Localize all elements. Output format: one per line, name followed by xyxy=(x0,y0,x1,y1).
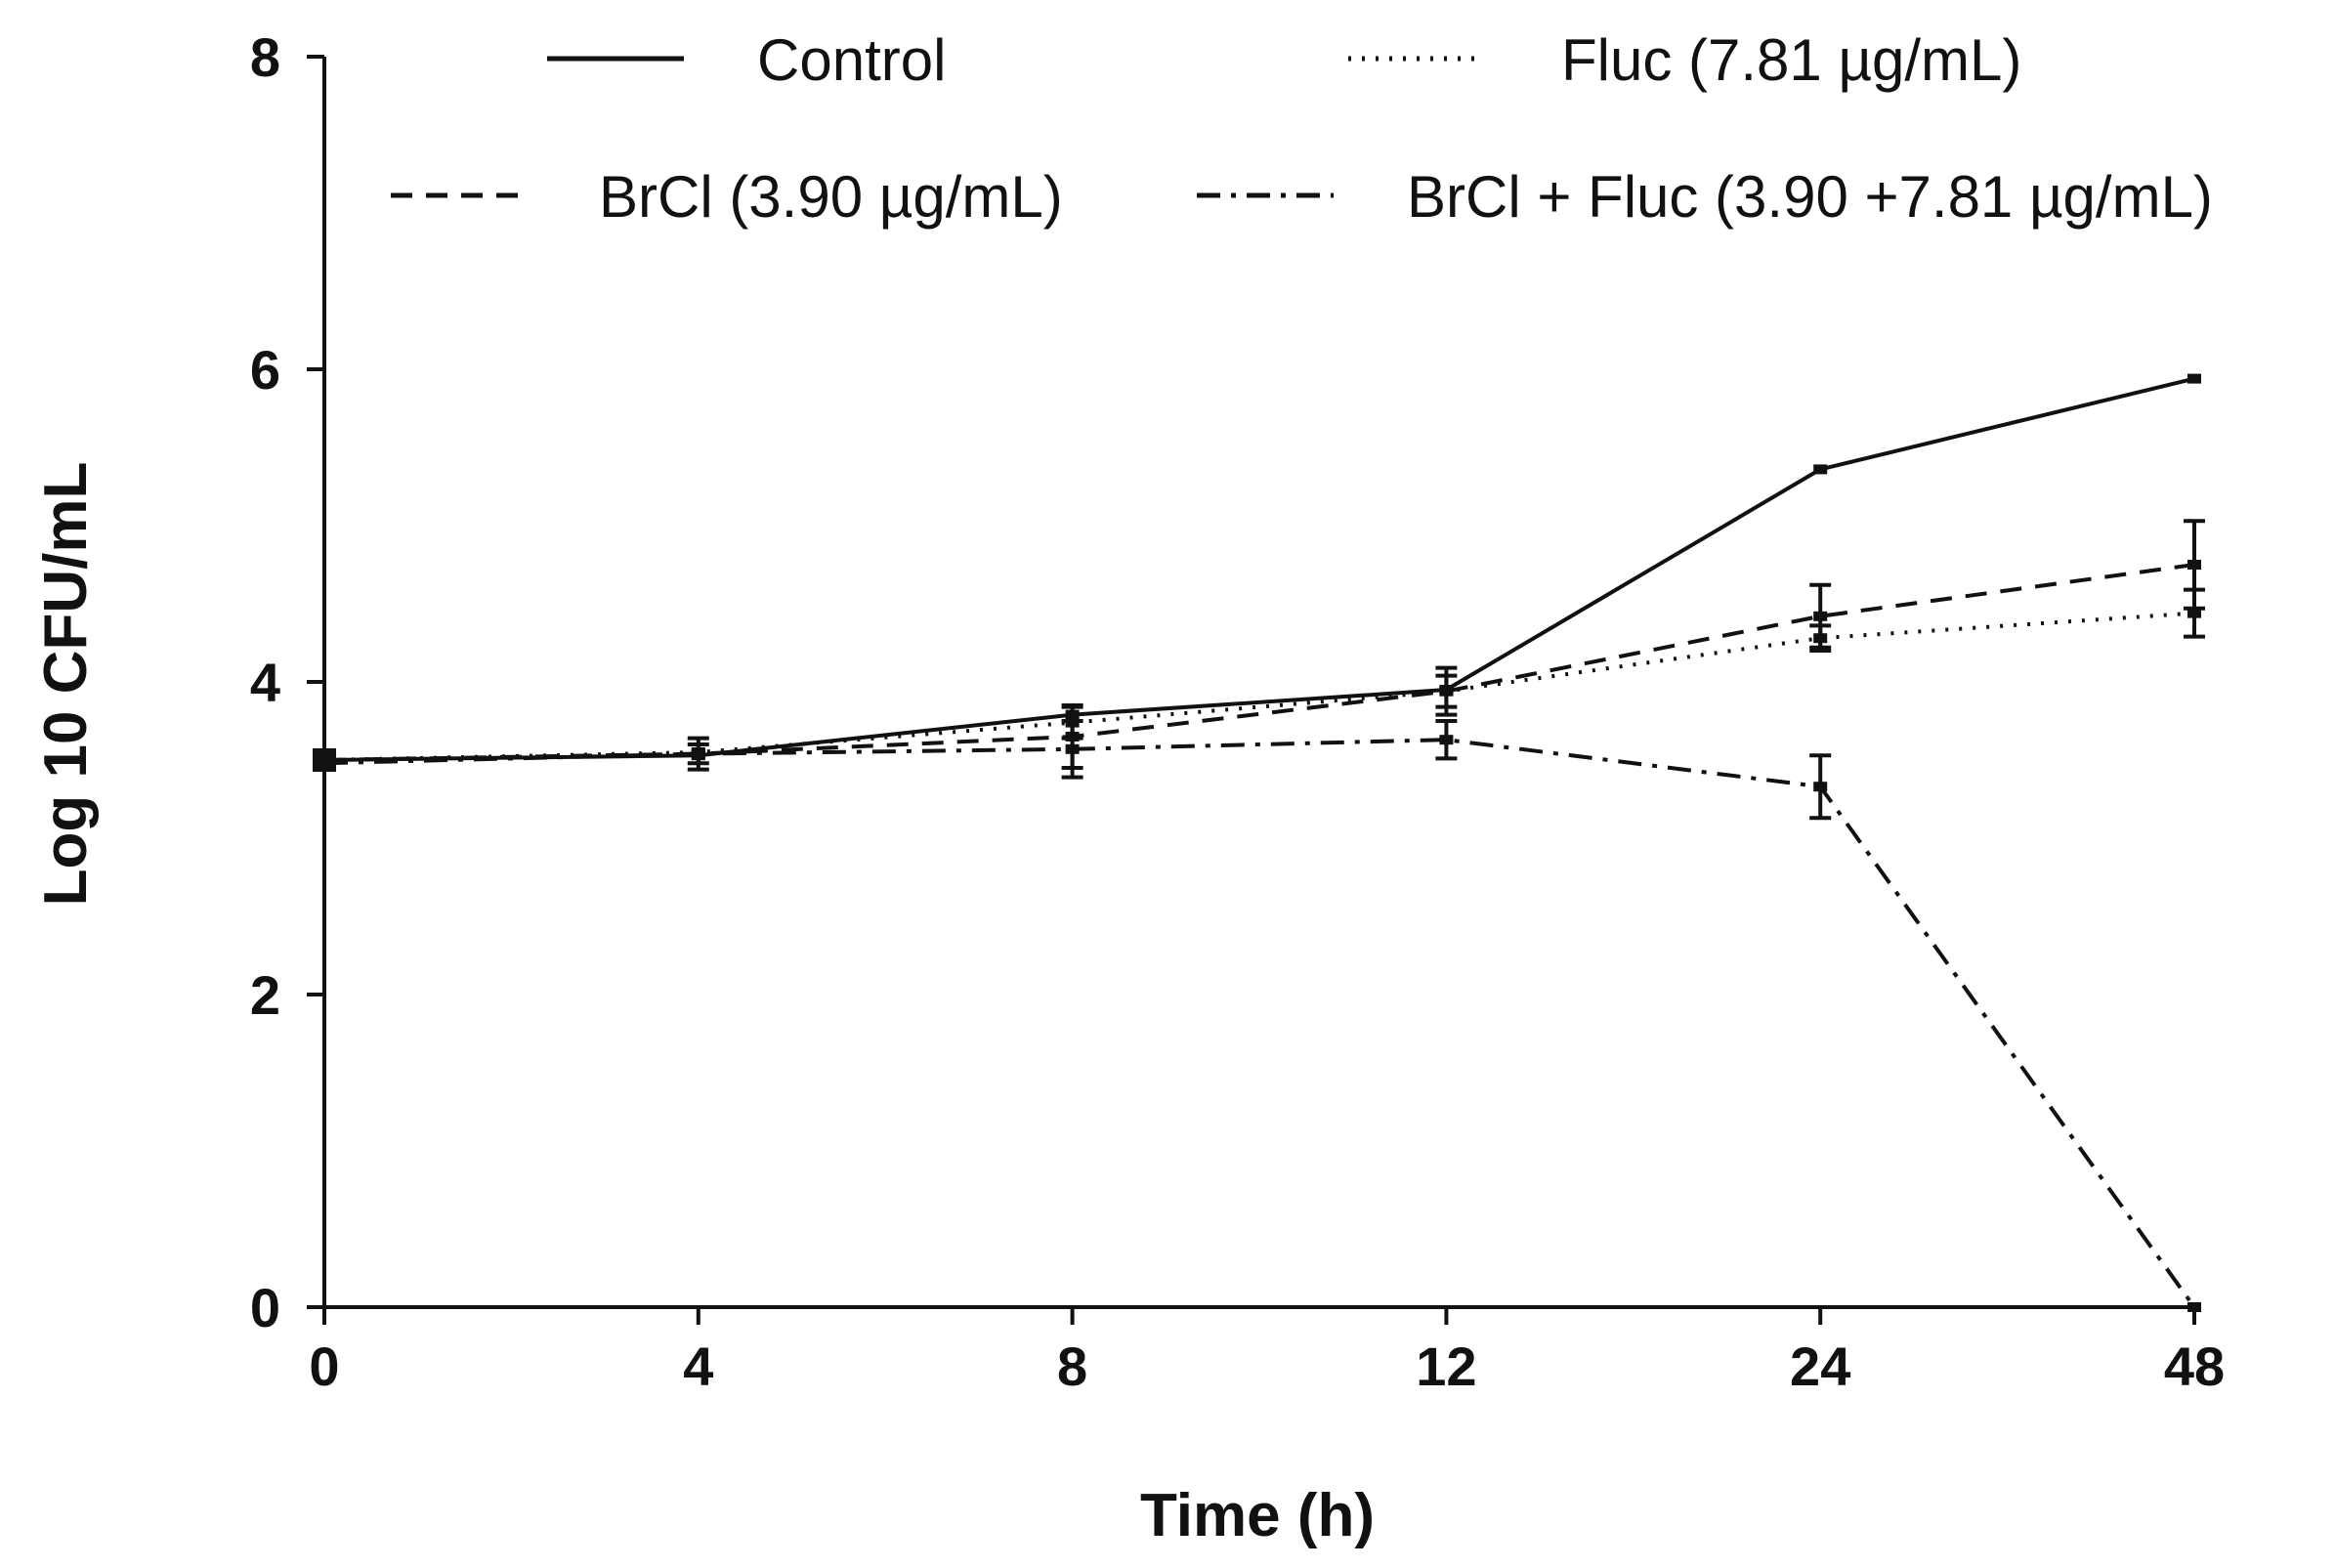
data-point xyxy=(691,748,705,759)
series-dotted xyxy=(318,587,2205,765)
y-tick-label: 4 xyxy=(250,652,280,713)
data-point xyxy=(1439,686,1454,697)
x-tick-label: 12 xyxy=(1416,1335,1476,1397)
series-line xyxy=(323,563,2195,762)
x-tick-label: 8 xyxy=(1057,1335,1087,1397)
data-point xyxy=(2187,1302,2201,1312)
legend-item: BrCl (3.90 µg/mL) xyxy=(391,164,1063,230)
series-dashed xyxy=(318,519,2205,770)
legend-item: BrCl + Fluc (3.90 +7.81 µg/mL) xyxy=(1197,164,2213,230)
start-marker xyxy=(313,748,336,772)
x-axis-title: Time (h) xyxy=(1140,1482,1375,1549)
x-tick-label: 24 xyxy=(1790,1335,1850,1397)
legend-label: Control xyxy=(757,27,946,93)
series-dashdot xyxy=(318,719,2201,1312)
x-tick-label: 48 xyxy=(2164,1335,2225,1397)
data-point xyxy=(1439,735,1454,745)
data-point xyxy=(2187,373,2201,384)
data-point xyxy=(1813,464,1828,475)
x-tick-label: 0 xyxy=(309,1335,339,1397)
legend-label: BrCl (3.90 µg/mL) xyxy=(599,164,1063,230)
data-point xyxy=(1813,611,1828,621)
series-line xyxy=(323,376,2195,762)
data-point xyxy=(1813,782,1828,792)
y-tick-label: 2 xyxy=(250,964,280,1026)
data-point xyxy=(2187,560,2201,570)
y-tick-label: 0 xyxy=(250,1277,280,1338)
legend-item: Fluc (7.81 µg/mL) xyxy=(1348,27,2021,93)
x-tick-label: 4 xyxy=(683,1335,713,1397)
series-layer xyxy=(313,373,2205,1312)
data-point xyxy=(1065,743,1080,754)
legend-item: Control xyxy=(547,27,946,93)
data-point xyxy=(2187,608,2201,618)
y-tick-label: 6 xyxy=(250,339,280,401)
y-tick-label: 8 xyxy=(250,26,280,88)
series-solid xyxy=(318,373,2201,765)
series-line xyxy=(323,611,2195,762)
legend-label: Fluc (7.81 µg/mL) xyxy=(1561,27,2021,93)
legend-label: BrCl + Fluc (3.90 +7.81 µg/mL) xyxy=(1407,164,2213,230)
series-line xyxy=(323,738,2196,1309)
y-axis-title: Log 10 CFU/mL xyxy=(32,462,100,907)
legend: Control Fluc (7.81 µg/mL) BrCl (3.90 µg/mL… xyxy=(391,27,2213,230)
